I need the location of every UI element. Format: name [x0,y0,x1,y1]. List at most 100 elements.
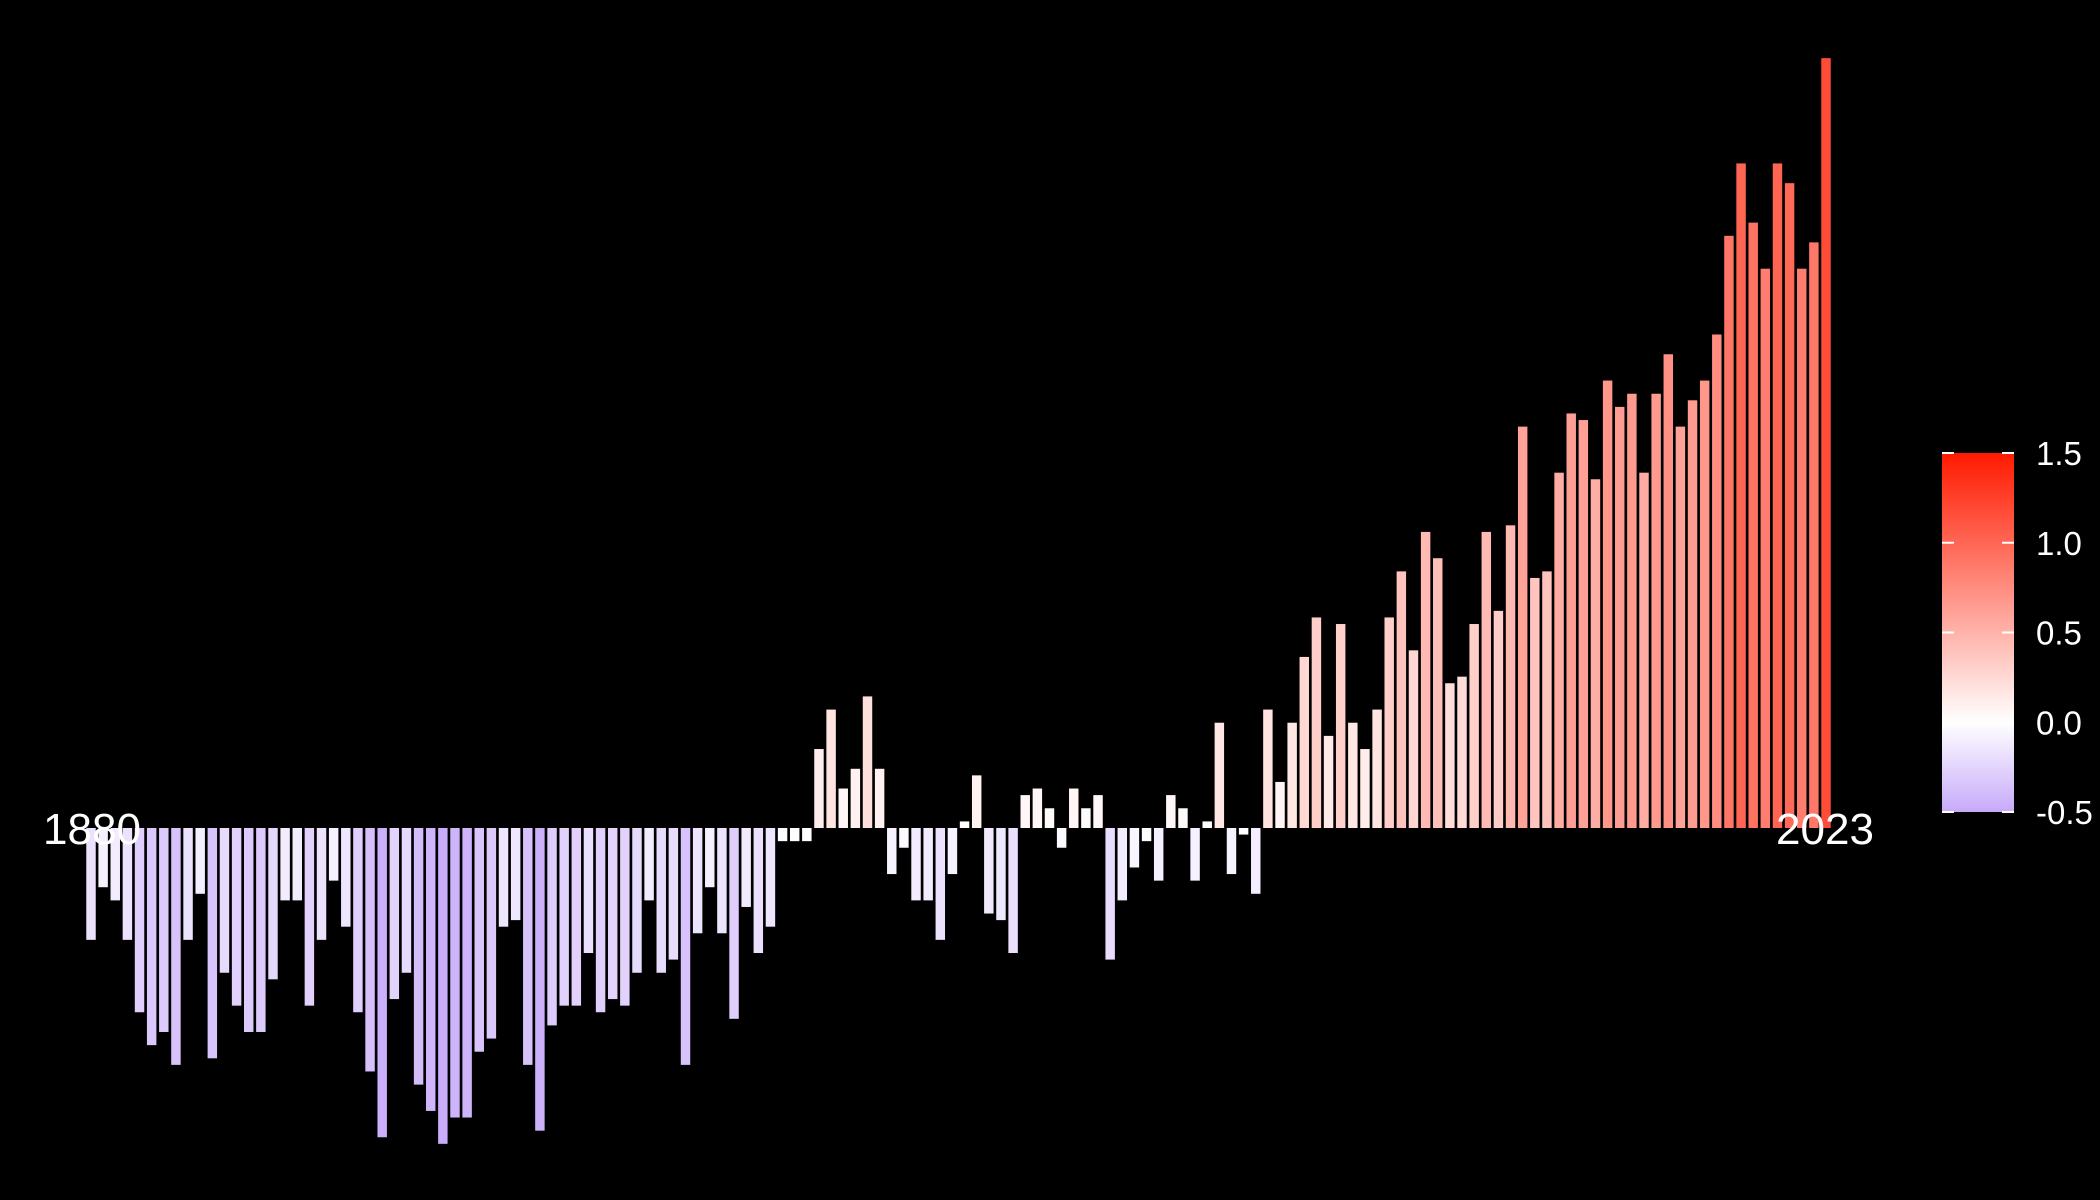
bar-1950 [935,828,946,940]
bar-2008 [1639,472,1649,828]
bar-1927 [656,828,666,973]
bar-2005 [1602,380,1613,828]
bar-1981 [1311,617,1322,828]
bar-1990 [1420,531,1431,828]
bar-2006 [1615,406,1625,828]
bar-1886 [159,828,169,1032]
bar-1910 [450,828,460,1118]
bar-1914 [498,828,509,927]
colorbar-tick-label: 1.5 [2036,435,2082,472]
end-year-label: 2023 [1776,805,1874,854]
bar-1908 [425,828,436,1111]
bar-2021 [1797,268,1807,828]
bar-2022 [1809,242,1819,828]
bar-1880 [86,828,96,940]
bar-2019 [1772,163,1783,829]
bar-1925 [632,828,642,973]
bar-1920 [571,828,582,1006]
bar-1986 [1372,709,1382,828]
bar-1996 [1493,610,1504,828]
bar-1902 [353,828,363,1013]
bar-1883 [122,828,133,940]
bar-1980 [1299,656,1310,828]
bar-1921 [583,828,594,954]
bar-1956 [1008,828,1018,954]
bar-2012 [1687,400,1698,828]
colorbar-tick-label: 1.0 [2036,525,2082,562]
bar-1911 [462,828,472,1118]
bar-1989 [1408,650,1419,828]
colorbar-legend: -0.5 0.0 0.5 1.0 1.5 [1942,435,2093,831]
bar-1971 [1190,828,1200,881]
bar-1976 [1251,828,1261,894]
colorbar-tick-label: -0.5 [2036,794,2093,831]
bar-2009 [1651,393,1661,828]
bar-1942 [838,788,848,828]
bar-1905 [389,828,400,1000]
bar-1907 [413,828,424,1085]
bar-1999 [1530,577,1540,828]
bar-1978 [1275,781,1285,828]
bar-1901 [341,828,351,927]
bar-1965 [1117,828,1128,901]
bar-1960 [1056,828,1067,848]
bar-1992 [1445,683,1455,828]
bar-1998 [1517,426,1528,828]
bar-2023 [1821,58,1831,828]
bar-1987 [1384,617,1394,828]
bar-2002 [1566,413,1576,828]
bar-1896 [280,828,290,901]
bar-1958 [1032,788,1043,828]
bar-1955 [996,828,1006,921]
bar-1938 [789,828,800,842]
start-year-label: 1880 [43,805,141,854]
bar-2020 [1784,183,1795,828]
bar-1964 [1105,828,1115,960]
bar-1974 [1226,828,1237,875]
bar-2001 [1554,472,1564,828]
bar-2013 [1699,380,1710,828]
bar-1979 [1287,722,1297,828]
bar-1891 [219,828,230,973]
bar-1947 [899,828,909,848]
bar-1917 [535,828,545,1131]
colorbar-tick-label: 0.0 [2036,704,2082,741]
bar-1931 [705,828,715,888]
bar-1951 [947,828,958,875]
bar-1975 [1238,828,1249,835]
bar-2018 [1760,268,1771,828]
bar-1939 [802,828,812,842]
bar-1885 [146,828,157,1046]
bar-1982 [1323,735,1334,828]
bar-1983 [1335,624,1346,828]
bar-1995 [1481,531,1492,828]
bar-2014 [1712,334,1722,828]
bar-1892 [231,828,242,1006]
bar-1940 [814,749,824,828]
bar-1903 [365,828,375,1072]
bar-1918 [547,828,557,1026]
bar-2016 [1736,163,1746,829]
bar-1933 [729,828,739,1019]
bar-1961 [1069,788,1079,828]
bar-2007 [1627,393,1637,828]
bar-1945 [874,768,885,828]
bar-1890 [207,828,218,1059]
bar-1954 [984,828,994,914]
bar-1923 [607,828,618,1000]
bar-1926 [644,828,654,901]
bar-1882 [110,828,120,901]
bar-1968 [1153,828,1164,881]
bar-1962 [1081,808,1091,828]
colorbar-ticks: -0.5 0.0 0.5 1.0 1.5 [1942,435,2093,831]
bar-1930 [692,828,703,934]
bar-1997 [1505,525,1516,828]
bar-1893 [244,828,254,1032]
bar-1932 [717,828,727,934]
bar-1970 [1178,808,1188,828]
bar-1904 [377,828,387,1138]
bar-1916 [523,828,533,1065]
bar-2017 [1748,222,1758,828]
bar-1929 [680,828,691,1065]
